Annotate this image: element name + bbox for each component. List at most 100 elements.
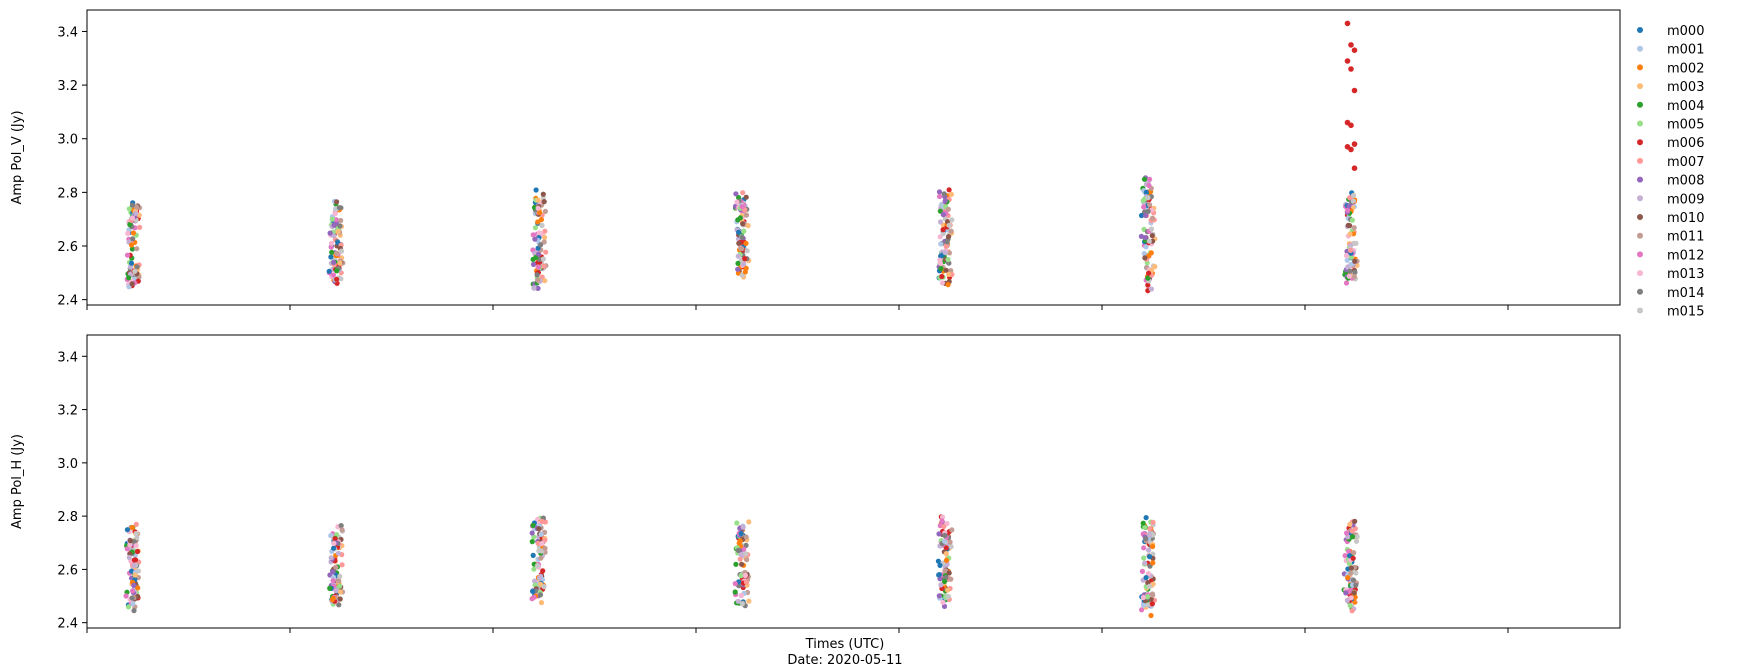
scatter-point-m013	[331, 540, 337, 547]
scatter-point-m012	[1346, 548, 1352, 555]
scatter-point-m009	[532, 578, 538, 584]
scatter-point-m012	[330, 578, 336, 584]
scatter-point-m003	[335, 229, 341, 235]
scatter-point-m008	[940, 212, 946, 218]
scatter-point-m011	[333, 564, 339, 570]
scatter-point-m006	[1344, 20, 1351, 27]
scatter-point-m006	[1348, 42, 1354, 48]
scatter-point-m007	[1348, 247, 1354, 253]
scatter-point-m015	[539, 222, 545, 229]
scatter-point-m004	[329, 249, 335, 255]
legend-label: m007	[1667, 155, 1704, 170]
scatter-point-m013	[539, 540, 545, 547]
scatter-point-m006	[540, 568, 546, 574]
scatter-point-m013	[332, 211, 338, 217]
scatter-point-m015	[946, 222, 952, 228]
scatter-point-m008	[131, 582, 137, 589]
scatter-point-m013	[535, 205, 541, 211]
scatter-point-m000	[1143, 189, 1149, 195]
scatter-point-m005	[738, 573, 744, 579]
scatter-point-m013	[939, 514, 946, 520]
scatter-point-m011	[949, 527, 955, 533]
scatter-point-m015	[541, 584, 547, 590]
scatter-point-m013	[944, 520, 950, 527]
scatter-point-m005	[1144, 594, 1151, 600]
legend-label: m001	[1667, 43, 1704, 58]
scatter-point-m003	[542, 234, 548, 241]
scatter-point-m002	[1345, 575, 1351, 581]
scatter-point-m013	[734, 199, 740, 205]
scatter-point-m007	[543, 249, 549, 255]
scatter-point-m002	[330, 595, 336, 601]
scatter-point-m002	[1148, 612, 1154, 619]
scatter-point-m012	[1147, 176, 1153, 182]
legend: m000 m001 m002 m003 m004 m005 m006 m007 m008 m009…	[1637, 24, 1704, 320]
scatter-point-m012	[1342, 553, 1348, 559]
scatter-point-m008	[1343, 590, 1349, 596]
scatter-point-m014	[131, 539, 137, 545]
scatter-point-m008	[936, 531, 942, 537]
scatter-point-m006	[1348, 66, 1354, 72]
scatter-point-m014	[336, 602, 342, 608]
scatter-point-m014	[1350, 577, 1357, 583]
scatter-point-m008	[536, 251, 542, 257]
scatter-point-m009	[1148, 286, 1154, 292]
scatter-point-m013	[127, 542, 133, 548]
scatter-point-m005	[337, 583, 343, 589]
scatter-point-m011	[1348, 570, 1354, 576]
scatter-point-m008	[942, 198, 948, 204]
scatter-point-m003	[946, 271, 952, 277]
scatter-point-m006	[1351, 87, 1358, 94]
scatter-point-m007	[133, 521, 139, 528]
scatter-point-m015	[536, 548, 542, 554]
scatter-point-m006	[1348, 122, 1354, 129]
scatter-point-m012	[330, 272, 336, 278]
scatter-point-m013	[738, 592, 745, 599]
scatter-point-m002	[742, 269, 748, 275]
scatter-point-m004	[735, 260, 741, 266]
legend-label: m005	[1667, 118, 1704, 133]
scatter-point-m003	[538, 600, 545, 606]
scatter-point-m015	[337, 573, 343, 580]
legend-item-m011: m011	[1637, 230, 1704, 245]
scatter-point-m014	[338, 523, 344, 529]
scatter-point-m015	[1148, 226, 1155, 232]
scatter-point-m008	[327, 230, 333, 236]
scatter-point-m010	[946, 570, 952, 576]
y-tick-label: 3.0	[57, 457, 78, 472]
scatter-point-m005	[532, 225, 539, 231]
scatter-point-m012	[1141, 545, 1147, 551]
scatter-point-m008	[733, 191, 739, 197]
scatter-point-m015	[948, 544, 954, 550]
scatter-point-m012	[535, 264, 542, 270]
scatter-point-m010	[337, 596, 343, 602]
legend-marker	[1637, 101, 1643, 108]
panel-2: 2.4 2.6 2.8 3.0 3.2 3.4 Amp Pol_H (Jy)	[10, 334, 1621, 633]
scatter-point-m002	[1150, 543, 1156, 550]
scatter-point-m004	[1350, 534, 1356, 540]
scatter-point-m006	[1149, 601, 1155, 607]
scatter-point-m005	[126, 206, 132, 212]
scatter-point-m013	[1343, 252, 1350, 259]
scatter-point-m009	[735, 253, 741, 259]
scatter-point-m000	[736, 229, 742, 235]
scatter-point-m003	[1347, 231, 1353, 237]
scatter-point-m011	[948, 228, 954, 234]
scatter-point-m009	[133, 210, 139, 216]
scatter-point-m007	[1349, 528, 1355, 534]
scatter-point-m005	[126, 604, 132, 610]
scatter-point-m013	[1348, 595, 1354, 601]
scatter-point-m015	[739, 272, 745, 278]
scatter-point-m001	[1143, 244, 1149, 250]
scatter-point-m015	[1353, 538, 1360, 544]
scatter-point-m011	[744, 557, 750, 563]
scatter-point-m013	[742, 572, 749, 579]
scatter-point-m014	[131, 608, 137, 614]
legend-marker	[1637, 45, 1643, 52]
scatter-point-m014	[944, 239, 950, 245]
scatter-point-m006	[1351, 165, 1358, 171]
scatter-point-m009	[738, 551, 744, 558]
scatter-point-m010	[945, 234, 952, 240]
scatter-point-m010	[540, 191, 546, 197]
scatter-point-m003	[945, 587, 951, 593]
